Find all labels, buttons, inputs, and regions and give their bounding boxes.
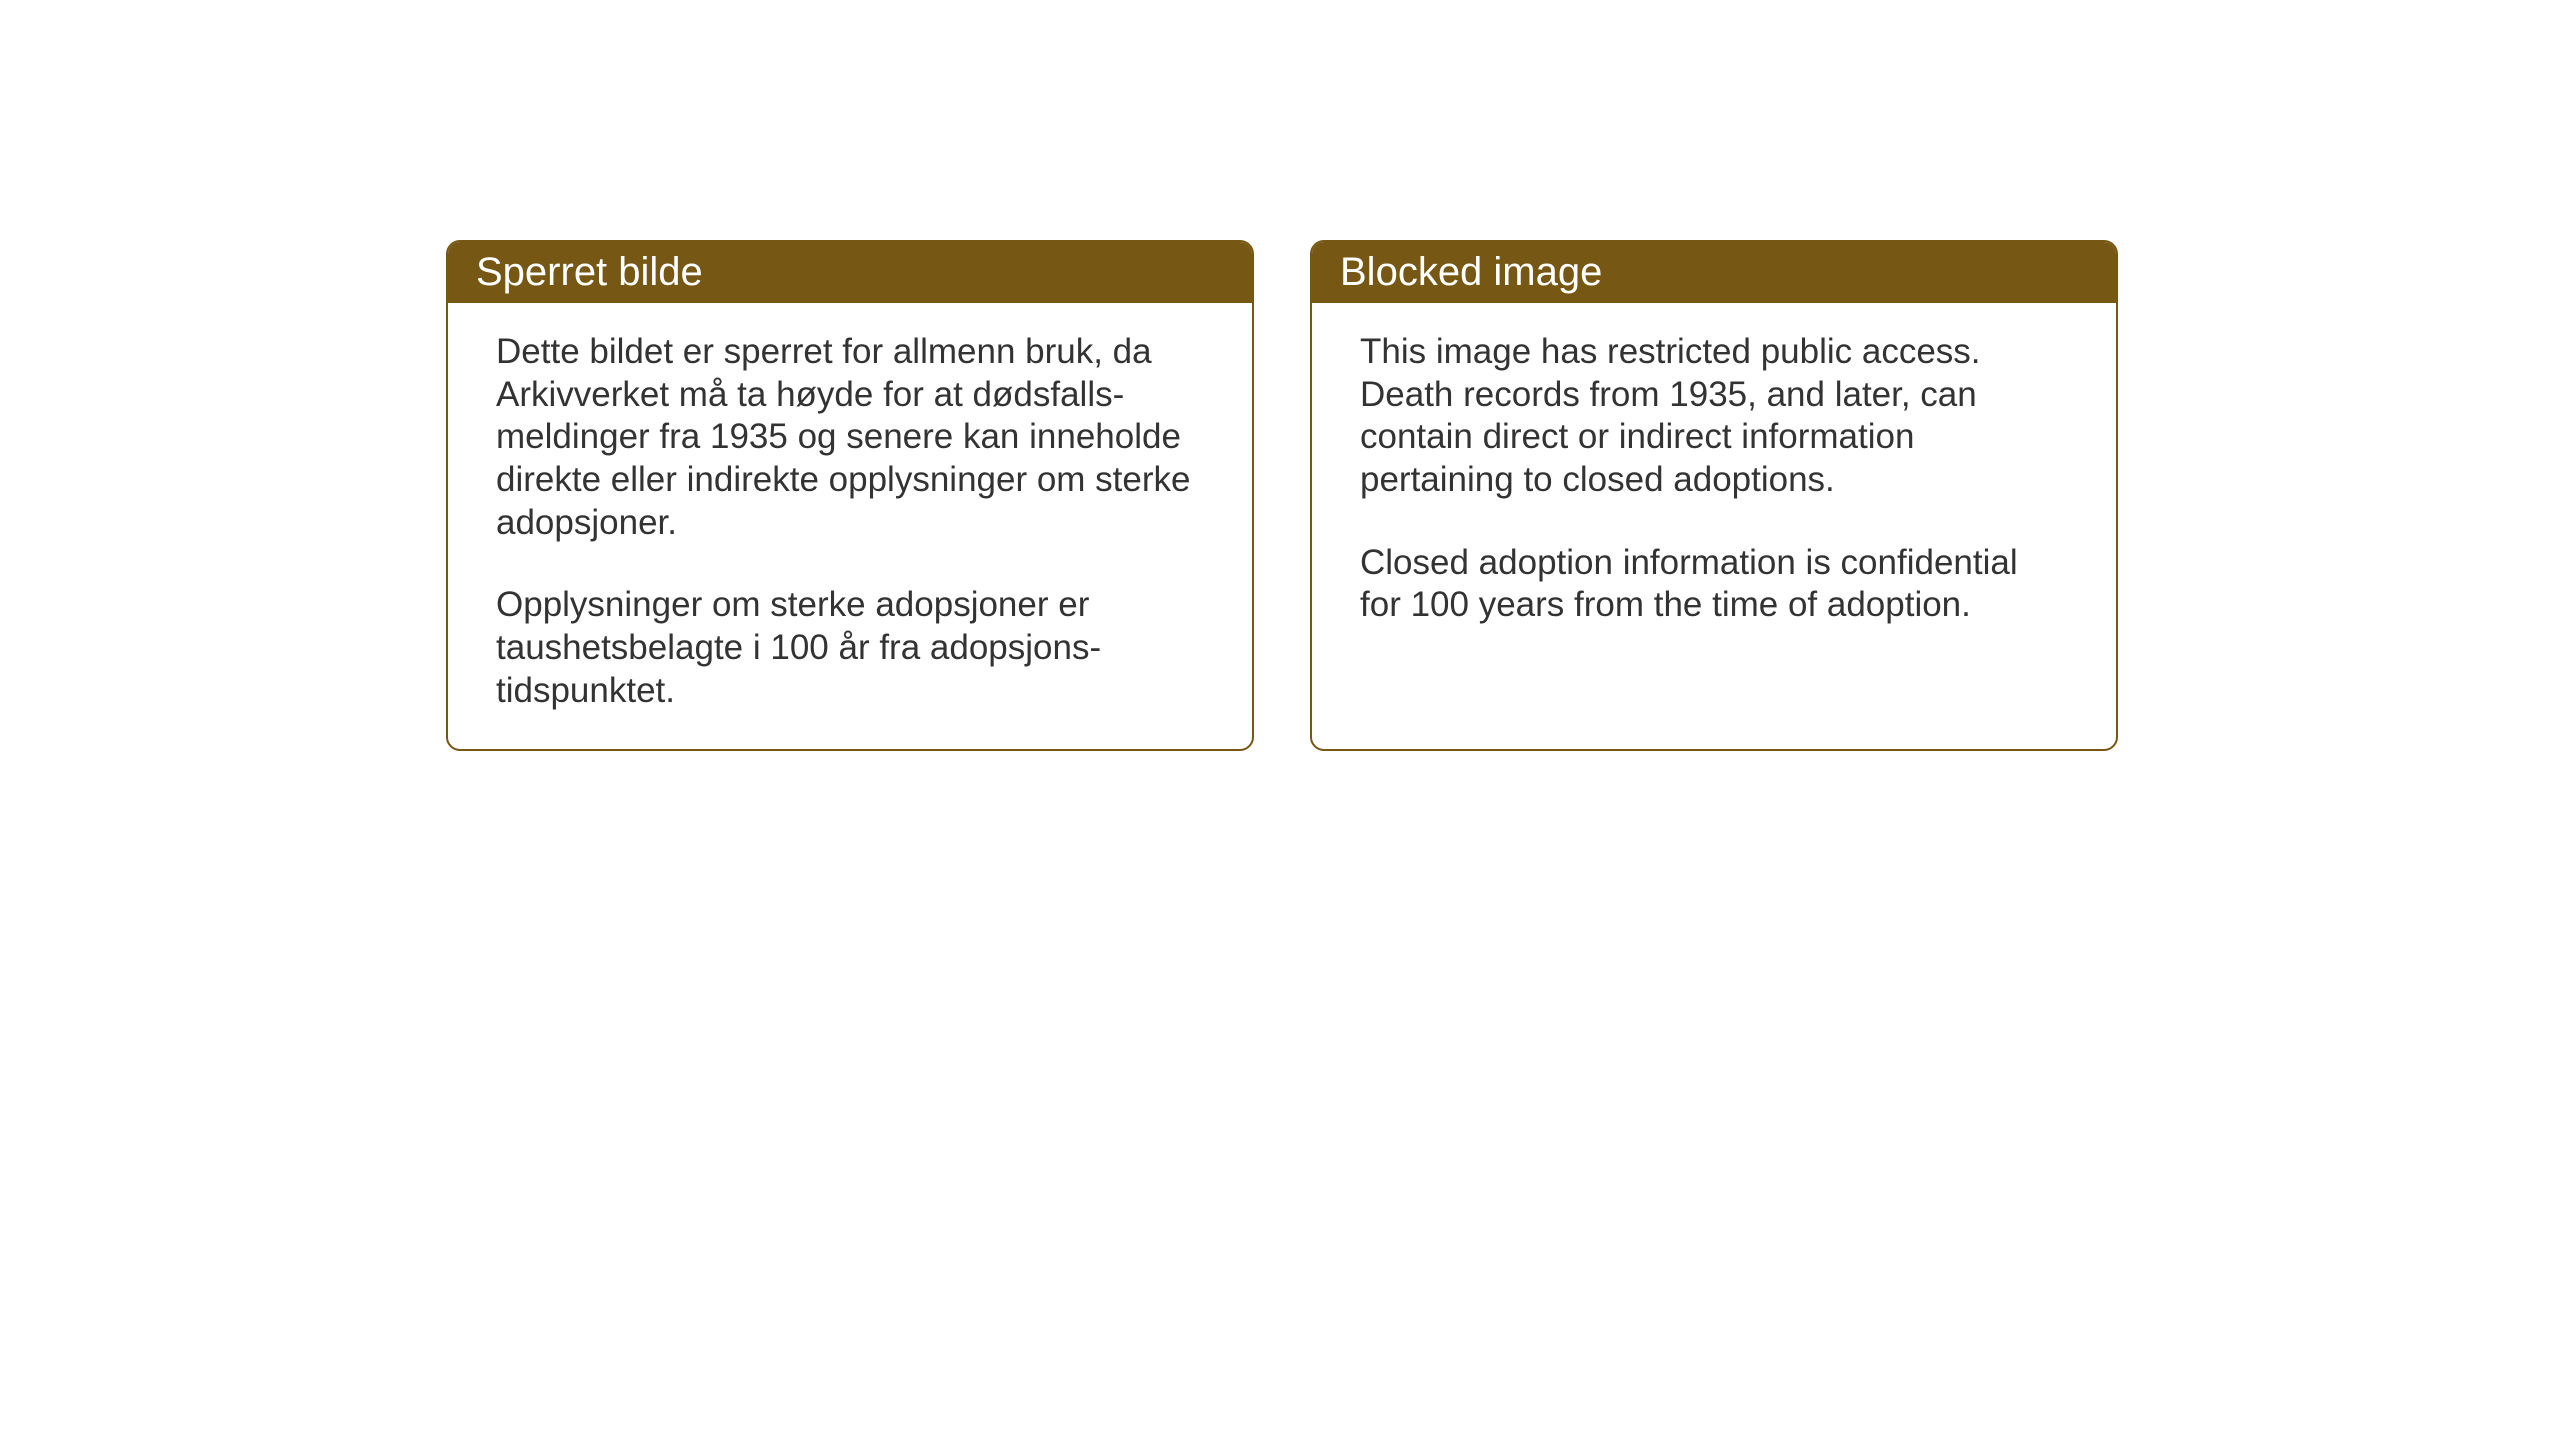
notice-card-english: Blocked image This image has restricted … <box>1310 240 2118 751</box>
notice-container: Sperret bilde Dette bildet er sperret fo… <box>446 240 2118 751</box>
card-title-norwegian: Sperret bilde <box>476 250 703 294</box>
card-paragraph: This image has restricted public access.… <box>1360 331 2068 502</box>
card-header-english: Blocked image <box>1312 242 2116 303</box>
card-body-norwegian: Dette bildet er sperret for allmenn bruk… <box>448 303 1252 749</box>
card-title-english: Blocked image <box>1340 250 1602 294</box>
card-header-norwegian: Sperret bilde <box>448 242 1252 303</box>
card-paragraph: Opplysninger om sterke adopsjoner er tau… <box>496 584 1204 712</box>
notice-card-norwegian: Sperret bilde Dette bildet er sperret fo… <box>446 240 1254 751</box>
card-body-english: This image has restricted public access.… <box>1312 303 2116 663</box>
card-paragraph: Closed adoption information is confident… <box>1360 542 2068 627</box>
card-paragraph: Dette bildet er sperret for allmenn bruk… <box>496 331 1204 544</box>
